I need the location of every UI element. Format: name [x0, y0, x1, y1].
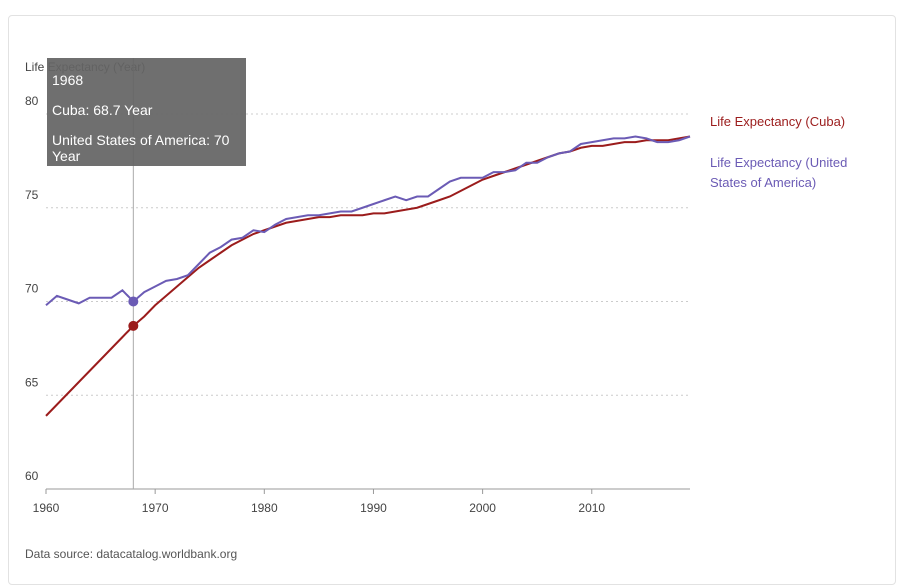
- y-tick-label: 70: [25, 282, 39, 296]
- y-tick-label: 65: [25, 375, 39, 389]
- hover-marker: [128, 296, 139, 307]
- legend-entry[interactable]: Life Expectancy (United States of Americ…: [710, 155, 848, 190]
- series-line: [45, 135, 691, 307]
- y-tick-label: 60: [25, 469, 39, 483]
- tooltip-line: United States of America: 70 Year: [52, 132, 230, 164]
- y-tick-label: 80: [25, 94, 39, 108]
- tooltip: 1968 Cuba: 68.7 Year United States of Am…: [47, 58, 246, 166]
- x-tick-label: 1990: [360, 501, 387, 515]
- hover-marker: [128, 320, 139, 331]
- y-tick-label: 75: [25, 188, 39, 202]
- x-tick-label: 1970: [142, 501, 169, 515]
- legend-entry[interactable]: Life Expectancy (Cuba): [710, 114, 846, 129]
- x-tick-label: 2000: [469, 501, 496, 515]
- tooltip-title: 1968: [52, 72, 84, 88]
- x-tick-label: 2010: [578, 501, 605, 515]
- series-line: [45, 135, 691, 417]
- source-note: Data source: datacatalog.worldbank.org: [25, 547, 238, 561]
- x-tick-label: 1960: [33, 501, 60, 515]
- x-tick-label: 1980: [251, 501, 278, 515]
- tooltip-line: Cuba: 68.7 Year: [52, 102, 153, 118]
